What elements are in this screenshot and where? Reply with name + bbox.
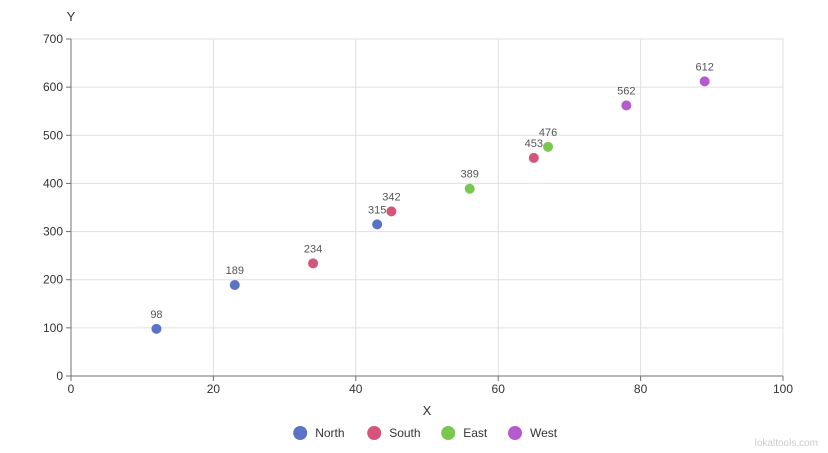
legend-marker (508, 426, 522, 440)
data-point-west[interactable] (621, 100, 632, 111)
data-label: 389 (461, 169, 479, 181)
data-point-north[interactable] (151, 323, 162, 334)
x-tick-label: 60 (492, 382, 506, 396)
data-label: 612 (696, 61, 714, 73)
y-axis-title: Y (67, 9, 76, 24)
legend-marker (293, 426, 308, 440)
axes (66, 38, 784, 381)
data-label: 562 (617, 85, 635, 97)
data-point-north[interactable] (372, 219, 383, 230)
data-points (151, 76, 710, 334)
data-label: 98 (150, 309, 162, 321)
legend-item-east[interactable]: East (441, 426, 488, 440)
x-tick-label: 40 (349, 382, 363, 396)
legend-label: West (530, 426, 558, 440)
y-tick-label: 200 (43, 273, 63, 287)
y-tick-label: 300 (43, 225, 63, 239)
y-tick-label: 0 (56, 369, 63, 383)
data-label: 453 (525, 138, 543, 150)
watermark: lokaltools.com (755, 438, 818, 449)
legend-item-south[interactable]: South (367, 426, 421, 440)
data-point-east[interactable] (464, 183, 475, 194)
legend-label: North (315, 426, 344, 440)
y-tick-label: 600 (43, 80, 63, 94)
data-point-west[interactable] (699, 76, 710, 87)
legend-label: East (463, 426, 488, 440)
legend-item-west[interactable]: West (508, 426, 558, 440)
legend-marker (441, 426, 456, 440)
legend-marker (367, 426, 382, 440)
x-tick-label: 0 (68, 382, 75, 396)
tick-labels: 0 100 200 300 400 500 600 700 0 20 40 60 80 100 (43, 32, 793, 396)
data-label: 234 (304, 243, 322, 255)
y-tick-label: 700 (43, 32, 63, 46)
x-tick-label: 100 (773, 382, 793, 396)
legend[interactable]: North South East West (293, 426, 558, 440)
data-label: 476 (539, 127, 557, 139)
data-point-east[interactable] (543, 141, 554, 152)
y-tick-label: 100 (43, 321, 63, 335)
data-label: 342 (382, 191, 400, 203)
data-labels: 98 189 315 234 342 453 389 476 562 612 (150, 61, 714, 320)
data-label: 189 (226, 265, 244, 277)
data-point-south[interactable] (308, 258, 319, 269)
y-tick-label: 500 (43, 128, 63, 142)
data-label: 315 (368, 204, 386, 216)
y-tick-label: 400 (43, 176, 63, 190)
data-point-north[interactable] (229, 280, 240, 291)
data-point-south[interactable] (528, 152, 539, 163)
x-axis-title: X (423, 403, 432, 418)
legend-item-north[interactable]: North (293, 426, 345, 440)
legend-label: South (389, 426, 420, 440)
data-point-south[interactable] (386, 206, 397, 217)
grid-lines (71, 38, 784, 376)
x-tick-label: 20 (207, 382, 221, 396)
x-tick-label: 80 (634, 382, 648, 396)
